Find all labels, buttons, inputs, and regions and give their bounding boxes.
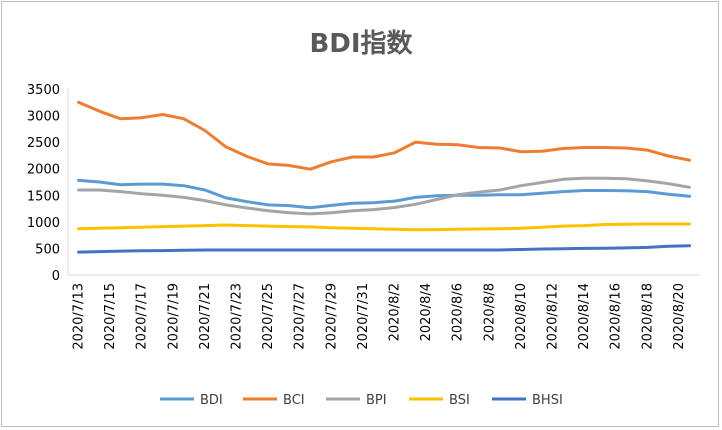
series-line-bhsi	[77, 244, 691, 254]
x-tick-label: 2020/7/15	[103, 283, 118, 350]
x-tick-label: 2020/8/14	[577, 283, 592, 350]
x-tick-label: 2020/7/31	[356, 283, 371, 350]
x-tick-label: 2020/8/16	[609, 283, 624, 350]
x-tick-label: 2020/8/6	[451, 283, 466, 341]
x-tick-label: 2020/7/25	[261, 283, 276, 350]
chart-title: BDI指数	[309, 29, 413, 59]
series-line-bdi	[77, 178, 691, 210]
x-tick-label: 2020/7/21	[198, 283, 213, 350]
x-tick-label: 2020/7/19	[166, 283, 181, 350]
series-line-bsi	[77, 222, 691, 232]
x-tick-label: 2020/8/10	[514, 283, 529, 350]
x-tick-label: 2020/7/23	[230, 283, 245, 350]
y-tick-label: 0	[52, 269, 60, 284]
y-tick-label: 500	[35, 242, 60, 257]
legend-label-bsi: BSI	[449, 393, 470, 408]
x-tick-label: 2020/8/12	[546, 283, 561, 350]
x-tick-label: 2020/7/17	[135, 283, 150, 350]
series-line-bpi	[77, 176, 691, 216]
legend: BDI BCI BPI BSI BHSI	[160, 393, 563, 408]
x-tick-label: 2020/8/18	[640, 283, 655, 350]
y-tick-label: 2000	[27, 163, 60, 178]
y-tick-label: 3000	[27, 110, 60, 125]
legend-label-bci: BCI	[283, 393, 305, 408]
x-tick-label: 2020/7/27	[293, 283, 308, 350]
y-tick-label: 2500	[27, 136, 60, 151]
legend-label-bpi: BPI	[366, 393, 387, 408]
x-tick-label: 2020/8/8	[482, 283, 497, 341]
y-tick-label: 3500	[27, 83, 60, 98]
y-tick-label: 1000	[27, 216, 60, 231]
x-tick-label: 2020/7/13	[72, 283, 87, 350]
y-tick-label: 1500	[27, 189, 60, 204]
x-tick-label: 2020/7/29	[324, 283, 339, 350]
series-lines	[77, 100, 691, 254]
x-tick-label: 2020/8/2	[388, 283, 403, 341]
y-axis-ticks: 0 500 1000 1500 2000 2500 3000 3500	[27, 83, 60, 284]
x-tick-label: 2020/8/20	[672, 283, 687, 350]
legend-label-bhsi: BHSI	[532, 393, 563, 408]
series-line-bci	[77, 100, 691, 171]
x-tick-label: 2020/8/4	[419, 283, 434, 341]
x-axis-ticks: 2020/7/13 2020/7/15 2020/7/17 2020/7/19 2020…	[72, 283, 687, 350]
legend-label-bdi: BDI	[200, 393, 223, 408]
